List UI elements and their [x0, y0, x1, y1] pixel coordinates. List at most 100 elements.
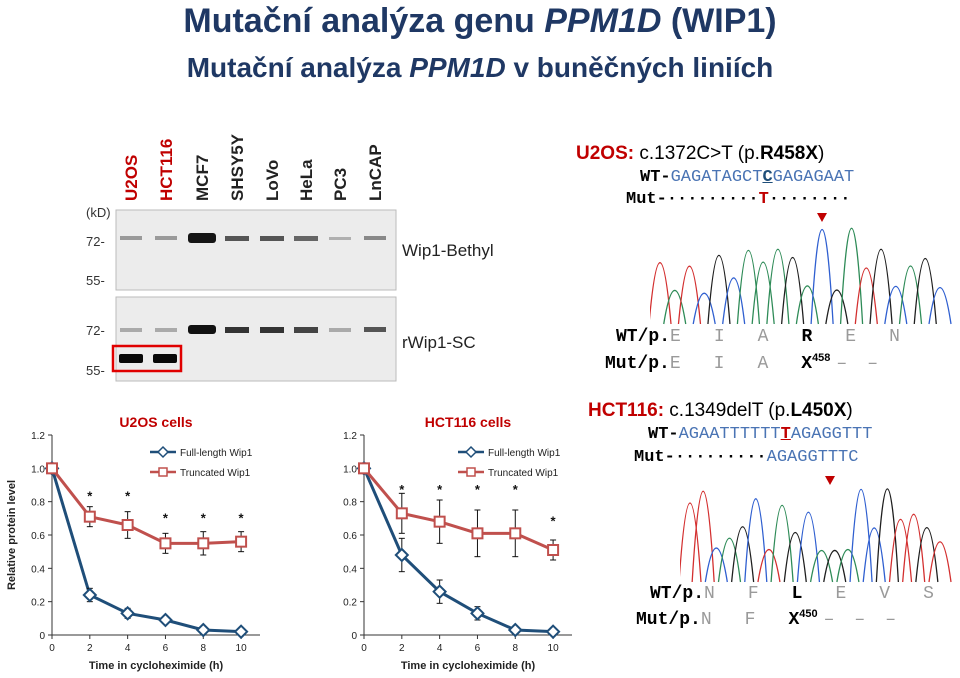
y-tick-label: 1.0	[31, 464, 45, 475]
data-point	[121, 519, 134, 531]
band	[294, 236, 318, 241]
u2os-wt-prefix: WT-	[640, 168, 671, 187]
lane-label: PC3	[331, 168, 350, 201]
title-gene: PPM1D	[544, 2, 662, 40]
chromatogram-peak	[783, 531, 807, 583]
legend-label: Truncated Wip1	[488, 468, 559, 479]
data-point	[470, 605, 485, 621]
aa: F	[744, 610, 756, 630]
band-truncated-u2os	[119, 354, 143, 363]
legend-marker	[466, 467, 476, 477]
stop-codon: X	[801, 354, 813, 374]
significance-marker: *	[163, 510, 169, 525]
chromatogram-peak	[650, 262, 672, 325]
series-line	[50, 467, 242, 545]
chromatogram-peak	[823, 549, 847, 583]
significance-marker: *	[239, 510, 245, 525]
chromatogram-peak	[736, 250, 761, 325]
aa: L	[791, 584, 803, 604]
chromatogram-peak	[780, 256, 805, 325]
u2os-mutation-heading: U2OS: c.1372C>T (p.R458X)	[576, 143, 824, 165]
legend-marker	[156, 445, 170, 459]
chromatogram-peak	[839, 227, 864, 325]
chromatogram-peak	[825, 289, 849, 325]
aa: E	[845, 327, 857, 347]
significance-marker: *	[87, 489, 93, 504]
stop-codon: X	[788, 610, 800, 630]
significance-marker: *	[125, 489, 131, 504]
hct-wt-protein: WT/p.N F L E V S	[650, 584, 934, 604]
chromatogram-peak	[663, 289, 687, 325]
x-tick-label: 2	[399, 643, 405, 654]
hct-mut-prefix: Mut-	[634, 448, 675, 467]
chromatogram-peak	[884, 286, 908, 325]
data-point	[547, 544, 560, 556]
highlight-box	[111, 344, 183, 373]
band	[329, 237, 351, 240]
legend-label: Truncated Wip1	[180, 468, 251, 479]
y-tick-label: 0.2	[31, 598, 45, 609]
hct-cell-label: HCT116:	[588, 400, 665, 421]
chromatogram-peak	[692, 292, 716, 325]
chromatogram-peak	[810, 229, 834, 325]
chromatogram-peak	[757, 548, 781, 583]
subtitle-text: Mutační analýza	[186, 52, 410, 83]
data-point	[46, 462, 58, 475]
subtitle-suffix: v buněčných liniích	[505, 52, 774, 83]
chromatogram-peak	[809, 549, 834, 583]
dash: –	[867, 354, 879, 374]
u2os-mut-prefix: Mut-	[626, 190, 667, 209]
chromatogram-peak	[707, 254, 731, 325]
y-tick-label: 0	[351, 631, 357, 642]
x-tick-label: 8	[200, 643, 206, 654]
u2os-close: )	[818, 143, 825, 164]
data-point	[120, 605, 136, 621]
band	[155, 236, 177, 240]
u2os-wt-protein: WT/p.E I A R E N	[616, 327, 900, 347]
y-tick-label: 0.4	[31, 564, 45, 575]
y-tick-label: 0.4	[343, 564, 357, 575]
band	[155, 328, 177, 332]
title-text: Mutační analýza genu	[183, 2, 545, 40]
aa: A	[757, 327, 769, 347]
data-point	[158, 612, 173, 628]
lane-label: LoVo	[263, 160, 282, 201]
aa: I	[713, 354, 725, 374]
u2os-mut-dots-b: ········	[768, 190, 851, 209]
data-point	[471, 527, 484, 540]
hct-mut-sequence: Mut-·········AGAGGTTTC	[634, 448, 858, 467]
chromatogram-peak	[795, 285, 820, 325]
hct-mut-dots: ·········	[674, 448, 767, 467]
band	[225, 327, 249, 333]
aa: N	[700, 610, 712, 630]
data-point	[195, 622, 211, 638]
chromatogram-peak	[691, 490, 715, 583]
hct-wt-seq-c: AGAGGTTT	[790, 425, 873, 444]
chromatogram-peak	[928, 287, 952, 325]
significance-marker: *	[475, 482, 481, 497]
u2os-cdna: c.1372C>T (p.	[634, 143, 760, 164]
lane-labels: U2OS HCT116 MCF7 SHSY5Y LoVo HeLa PC3 LnCAP	[122, 133, 385, 201]
data-point	[432, 584, 448, 600]
chromatogram-peak	[902, 513, 926, 583]
series-line	[50, 467, 242, 634]
u2os-wt-seq-c: GAGAGAAT	[772, 168, 855, 187]
data-point	[433, 515, 446, 528]
hct-mutation-heading: HCT116: c.1349delT (p.L450X)	[588, 400, 853, 422]
page-title: Mutační analýza genu PPM1D (WIP1)	[0, 2, 960, 41]
marker-bottom-72: 72-	[86, 323, 105, 338]
band-truncated-hct116	[153, 354, 177, 363]
band	[294, 327, 318, 333]
western-blot-figure: U2OS HCT116 MCF7 SHSY5Y LoVo HeLa PC3 LnCAP (kD…	[86, 133, 494, 382]
aa: N	[704, 584, 715, 604]
chromatogram-peak	[751, 261, 775, 325]
chromatogram-peak	[770, 505, 794, 583]
data-point	[159, 537, 172, 550]
chromatogram-peak	[730, 526, 755, 583]
chromatogram-peak	[717, 537, 742, 583]
hct-protein-change: L450X	[790, 400, 847, 421]
u2os-mutp-label: Mut/p.	[605, 354, 670, 374]
x-tick-label: 6	[475, 643, 481, 654]
band	[364, 327, 386, 332]
hct-wt-seq-a: AGAATTTTTT	[678, 425, 781, 444]
